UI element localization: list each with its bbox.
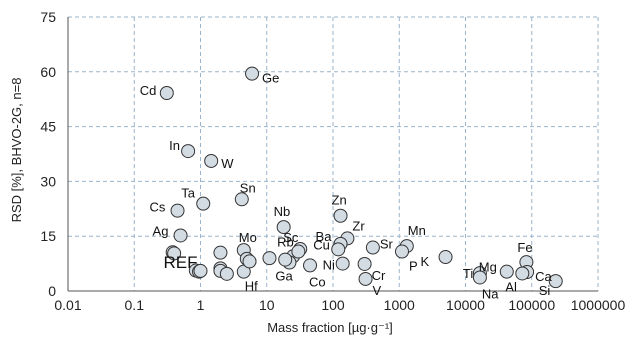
data-point [358, 271, 373, 286]
x-tick-label: 1000 [384, 297, 415, 313]
data-point [365, 240, 380, 255]
y-tick-label: 75 [40, 9, 56, 25]
data-point [331, 242, 346, 257]
data-point [213, 245, 228, 260]
point-label: P [409, 259, 418, 274]
point-label: V [373, 283, 382, 298]
data-point [515, 266, 530, 281]
point-label: Cr [372, 268, 386, 283]
x-tick-label: 10000 [446, 297, 485, 313]
point-label: Ta [181, 186, 196, 201]
x-tick-label: 0.1 [125, 297, 145, 313]
point-label: Ni [323, 258, 335, 273]
data-point [204, 153, 219, 168]
data-point [193, 263, 208, 278]
data-point [181, 144, 196, 159]
point-label: Ge [262, 71, 279, 86]
x-tick-label: 0.01 [54, 297, 81, 313]
point-label: Nb [274, 204, 291, 219]
point-label: Si [539, 283, 551, 298]
point-label: Zn [332, 193, 347, 208]
data-point [276, 220, 291, 235]
data-point [335, 256, 350, 271]
point-label: Hf [245, 279, 258, 294]
x-tick-label: 1000000 [571, 297, 626, 313]
x-tick-label: 10 [259, 297, 275, 313]
data-point [291, 244, 306, 259]
data-points [159, 66, 563, 289]
point-label: Cd [140, 83, 157, 98]
y-tick-label: 30 [40, 173, 56, 189]
point-label: Ag [153, 223, 169, 238]
point-label: Sc [283, 230, 299, 245]
data-point [170, 203, 185, 218]
data-point [303, 258, 318, 273]
tick-labels: 0.01 0.1 1 10 100 1000 10000 100000 1000000 0 15 30… [40, 9, 625, 313]
x-tick-label: 100000 [508, 297, 555, 313]
point-label: Ca [535, 269, 552, 284]
axes [67, 17, 598, 292]
point-label: Rb [277, 234, 294, 249]
y-tick-label: 45 [40, 119, 56, 135]
data-point [548, 274, 563, 289]
point-label: Al [505, 279, 517, 294]
data-point [196, 196, 211, 211]
data-point [159, 85, 174, 100]
x-tick-label: 100 [321, 297, 345, 313]
data-point [499, 264, 514, 279]
point-label: Ba [316, 229, 333, 244]
x-tick-label: 1 [197, 297, 205, 313]
data-point [278, 252, 293, 267]
point-label: Cs [150, 200, 166, 215]
data-point [245, 66, 260, 81]
point-label: Mn [408, 223, 426, 238]
y-axis-title: RSD [%], BHVO-2G, n=8 [9, 78, 24, 223]
point-label: In [169, 138, 180, 153]
point-label: Ti [463, 266, 473, 281]
point-label: Co [309, 274, 326, 289]
data-point [242, 254, 257, 269]
data-point [438, 250, 453, 265]
ref-annotation: REF [164, 253, 198, 272]
data-point [234, 192, 249, 207]
data-point [357, 256, 372, 271]
data-point [394, 244, 409, 259]
data-point [219, 266, 234, 281]
x-axis-title: Mass fraction [µg·g⁻¹] [267, 320, 393, 335]
point-label: Na [482, 286, 499, 301]
point-label: Mo [239, 230, 257, 245]
y-tick-label: 0 [48, 283, 56, 299]
y-tick-label: 60 [40, 64, 56, 80]
data-point [472, 270, 487, 285]
point-label: Sn [240, 180, 256, 195]
point-label: Mg [479, 260, 497, 275]
point-label: Sr [380, 237, 394, 252]
data-point [333, 208, 348, 223]
point-label: Cu [313, 237, 330, 252]
y-tick-label: 15 [40, 228, 56, 244]
point-label: W [221, 156, 234, 171]
grid [67, 16, 599, 291]
point-label: Zr [352, 218, 365, 233]
point-label: K [421, 254, 430, 269]
point-label: Ga [275, 269, 293, 284]
data-point [167, 246, 182, 261]
point-label: Fe [517, 240, 532, 255]
data-point [262, 251, 277, 266]
data-point [173, 228, 188, 243]
